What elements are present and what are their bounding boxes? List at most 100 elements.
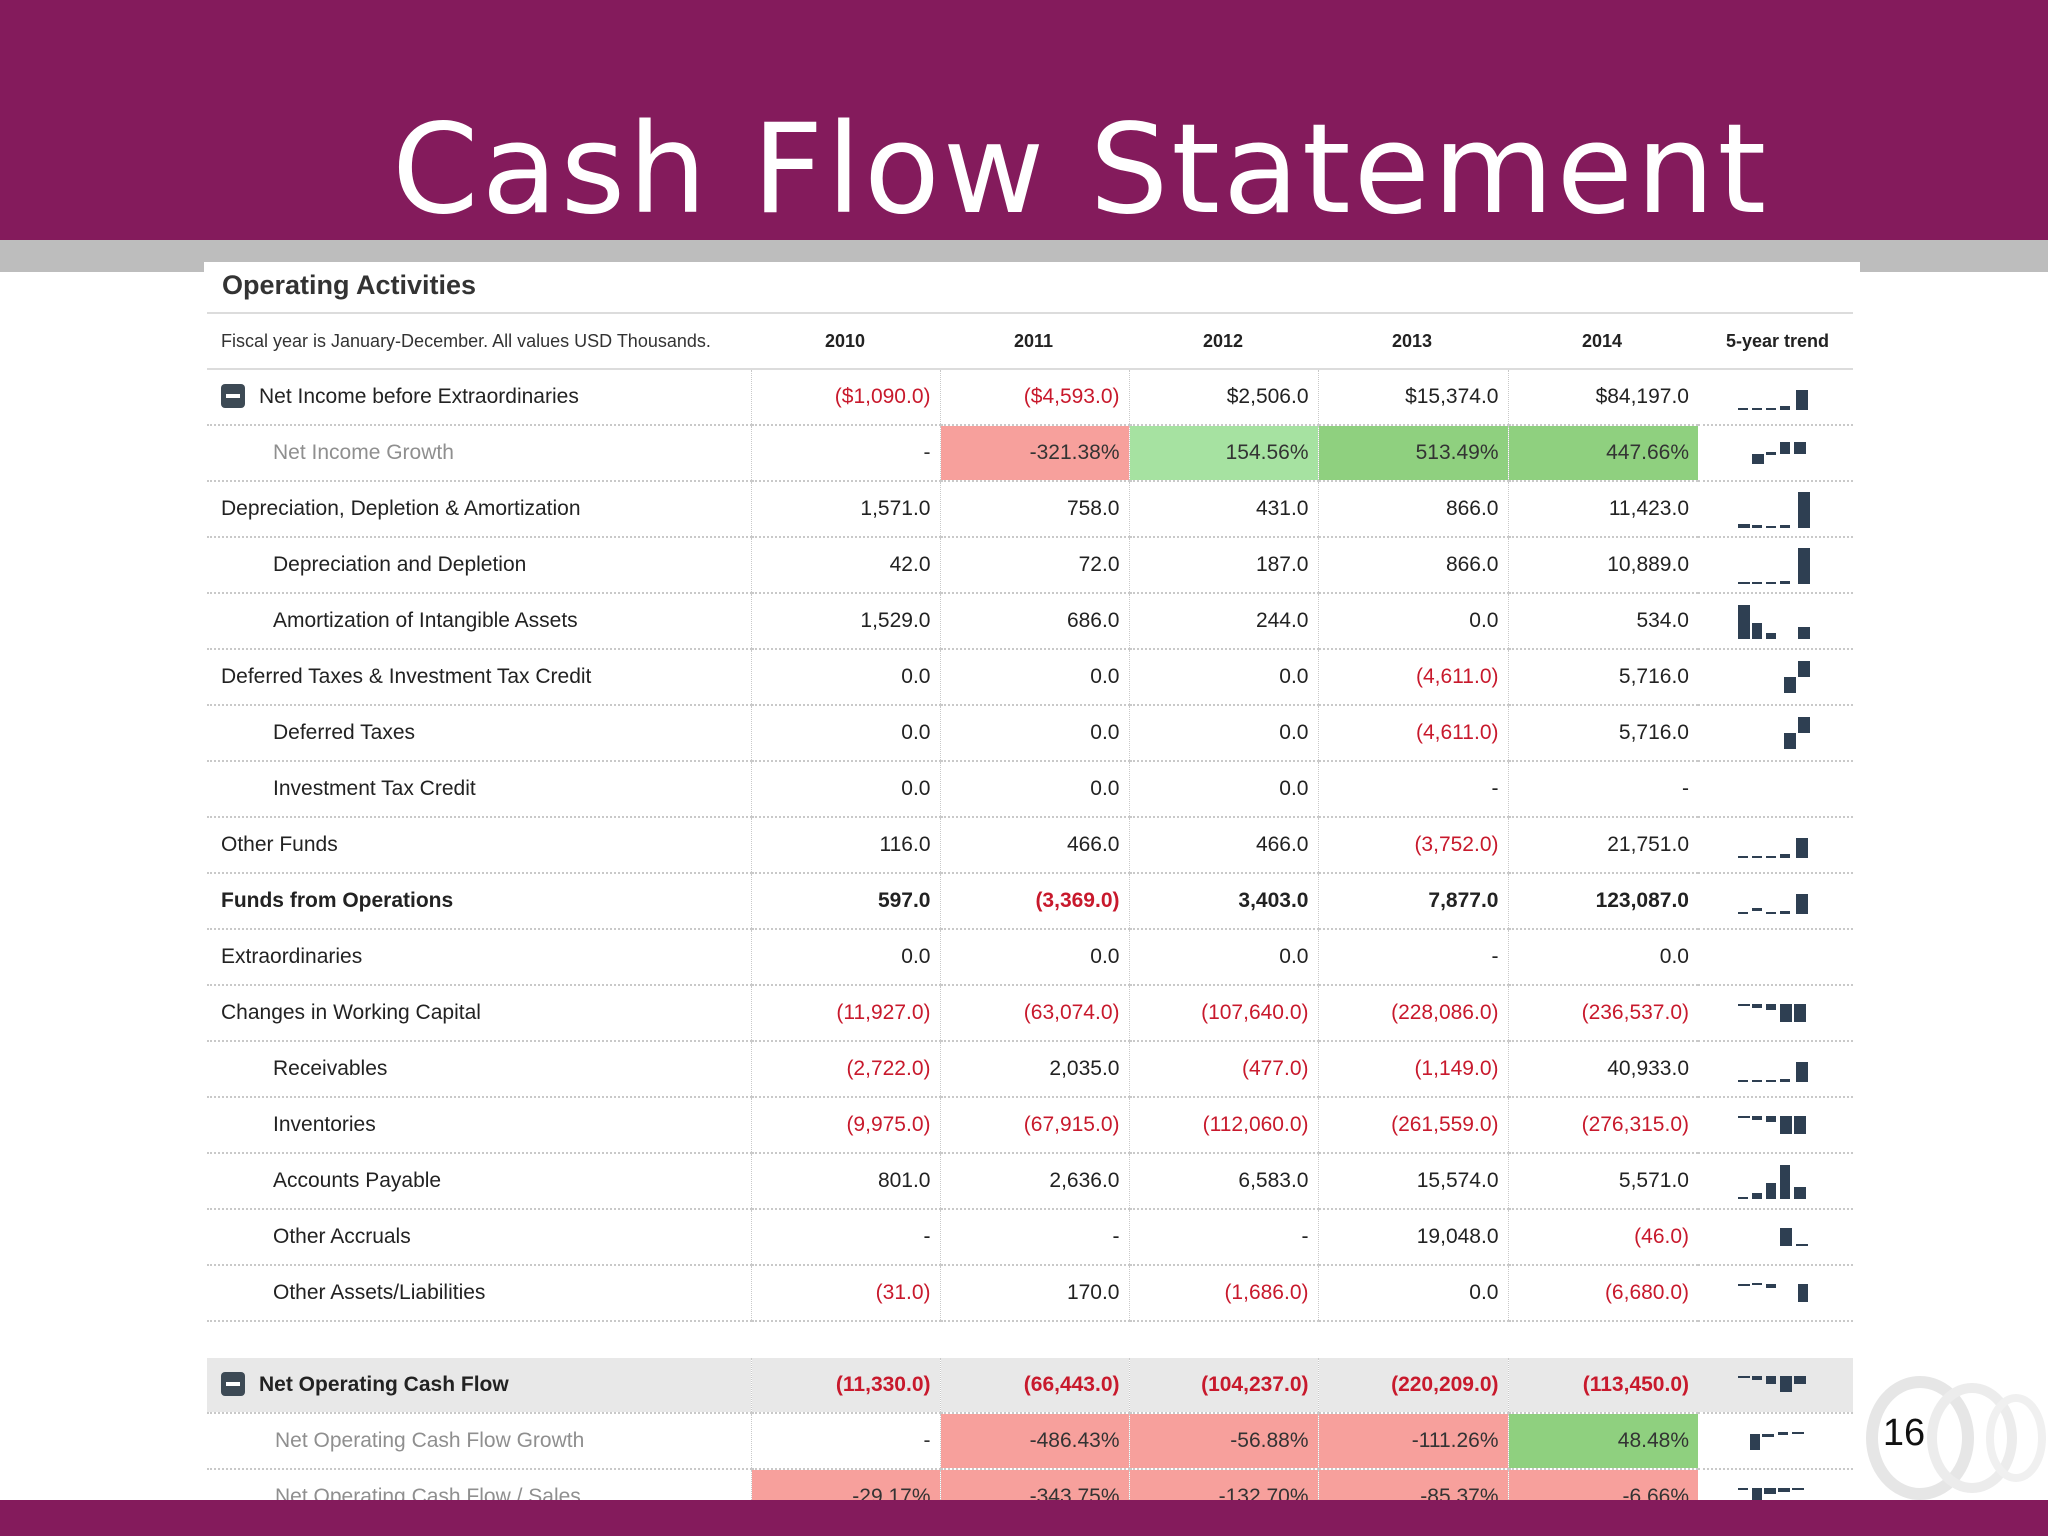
year-header-2010: 2010 [751, 314, 940, 370]
year-header-2012: 2012 [1129, 314, 1318, 370]
cell: 686.0 [939, 593, 1129, 650]
cell: (112,060.0) [1128, 1097, 1318, 1154]
cell: (104,237.0) [1128, 1358, 1318, 1414]
cell: (236,537.0) [1507, 985, 1698, 1042]
cell: 513.49% [1317, 425, 1508, 482]
trend-cell [1698, 1097, 1853, 1154]
trend-cell [1698, 481, 1853, 538]
trend-cell [1698, 705, 1853, 762]
table-row: Net Income before Extraordinaries ($1,09… [207, 369, 1853, 426]
sparkline-bars-icon [1749, 1432, 1804, 1450]
table-spacer [207, 1321, 1853, 1358]
cell: 0.0 [939, 929, 1129, 986]
page-number: 16 [1882, 1412, 1926, 1454]
row-label: Other Funds [207, 817, 751, 874]
slide-header-band [0, 0, 2048, 240]
cell: 0.0 [1317, 593, 1508, 650]
trend-header: 5-year trend [1698, 314, 1853, 370]
table-row: Accounts Payable 801.0 2,636.0 6,583.0 1… [207, 1153, 1853, 1210]
sparkline-bars-icon [1737, 1062, 1808, 1082]
table-row: Other Accruals - - - 19,048.0 (46.0) [207, 1209, 1853, 1266]
sparkline-bars-icon [1737, 1165, 1806, 1199]
row-label: Net Income before Extraordinaries [207, 369, 751, 426]
table-row: Net Operating Cash Flow (11,330.0) (66,4… [207, 1358, 1853, 1414]
cell: 5,716.0 [1507, 705, 1698, 762]
cell: 0.0 [750, 929, 940, 986]
table-row: Changes in Working Capital (11,927.0) (6… [207, 985, 1853, 1042]
slide-title: Cash Flow Statement [392, 98, 1770, 242]
cell: 0.0 [750, 649, 940, 706]
cell: (4,611.0) [1317, 649, 1508, 706]
cell: -111.26% [1317, 1413, 1508, 1470]
cell: - [939, 1209, 1129, 1266]
cell: 0.0 [1507, 929, 1698, 986]
trend-cell [1698, 1413, 1853, 1470]
cell: 866.0 [1317, 537, 1508, 594]
cell: (107,640.0) [1128, 985, 1318, 1042]
cell: ($1,090.0) [750, 369, 940, 426]
cell: 534.0 [1507, 593, 1698, 650]
year-header-2011: 2011 [940, 314, 1129, 370]
table-row: Depreciation, Depletion & Amortization 1… [207, 481, 1853, 538]
cell: 0.0 [1128, 761, 1318, 818]
cell: - [750, 425, 940, 482]
trend-cell [1698, 537, 1853, 594]
cell: - [1128, 1209, 1318, 1266]
cell: 11,423.0 [1507, 481, 1698, 538]
cell: - [1317, 929, 1508, 986]
cell: (3,752.0) [1317, 817, 1508, 874]
table-row: Other Funds 116.0 466.0 466.0 (3,752.0) … [207, 817, 1853, 874]
table-row: Net Operating Cash Flow Growth - -486.43… [207, 1413, 1853, 1470]
table-row: Depreciation and Depletion 42.0 72.0 187… [207, 537, 1853, 594]
table-row: Deferred Taxes 0.0 0.0 0.0 (4,611.0) 5,7… [207, 705, 1853, 762]
sparkline-bars-icon [1737, 1376, 1806, 1392]
row-label: Net Operating Cash Flow Growth [207, 1413, 751, 1470]
row-label: Deferred Taxes [207, 705, 751, 762]
sparkline-bars-icon [1737, 1488, 1804, 1506]
sparkline-bars-icon [1751, 442, 1806, 464]
slide-footer-band [0, 1500, 2048, 1536]
trend-cell [1698, 425, 1853, 482]
sparkline-bars-icon [1737, 1004, 1806, 1022]
minus-square-icon[interactable] [221, 1371, 245, 1396]
cell: 7,877.0 [1317, 873, 1508, 930]
sparkline-bars-icon [1783, 661, 1810, 693]
cell: 466.0 [1128, 817, 1318, 874]
table-row: Extraordinaries 0.0 0.0 0.0 - 0.0 [207, 929, 1853, 986]
cell: (67,915.0) [939, 1097, 1129, 1154]
cell: 0.0 [939, 705, 1129, 762]
cell: ($4,593.0) [939, 369, 1129, 426]
emblem-logo [1866, 1376, 2046, 1500]
trend-cell [1698, 873, 1853, 930]
cell: 123,087.0 [1507, 873, 1698, 930]
sparkline-bars-icon [1737, 492, 1810, 528]
row-label: Other Assets/Liabilities [207, 1265, 751, 1322]
cell: 170.0 [939, 1265, 1129, 1322]
table-row: Inventories (9,975.0) (67,915.0) (112,06… [207, 1097, 1853, 1154]
table-row: Other Assets/Liabilities (31.0) 170.0 (1… [207, 1265, 1853, 1322]
section-title: Operating Activities [222, 270, 477, 300]
sparkline-bars-icon [1737, 390, 1808, 410]
trend-cell [1698, 1358, 1853, 1414]
cell: 21,751.0 [1507, 817, 1698, 874]
cell: - [750, 1209, 940, 1266]
row-label: Deferred Taxes & Investment Tax Credit [207, 649, 751, 706]
table-row: Deferred Taxes & Investment Tax Credit 0… [207, 649, 1853, 706]
cash-flow-table: Fiscal year is January-December. All val… [207, 314, 1853, 1526]
cell: 19,048.0 [1317, 1209, 1508, 1266]
cell: 154.56% [1128, 425, 1318, 482]
cell: (6,680.0) [1507, 1265, 1698, 1322]
row-label: Extraordinaries [207, 929, 751, 986]
fiscal-note: Fiscal year is January-December. All val… [207, 314, 751, 370]
cell: $15,374.0 [1317, 369, 1508, 426]
trend-cell [1698, 817, 1853, 874]
sparkline-bars-icon [1737, 605, 1810, 639]
cell: -321.38% [939, 425, 1129, 482]
cell: 0.0 [750, 761, 940, 818]
cell: 3,403.0 [1128, 873, 1318, 930]
minus-square-icon[interactable] [221, 383, 245, 408]
sparkline-bars-icon [1737, 1283, 1808, 1302]
cell: 72.0 [939, 537, 1129, 594]
table-header-row: Fiscal year is January-December. All val… [207, 314, 1853, 370]
cell: (2,722.0) [750, 1041, 940, 1098]
